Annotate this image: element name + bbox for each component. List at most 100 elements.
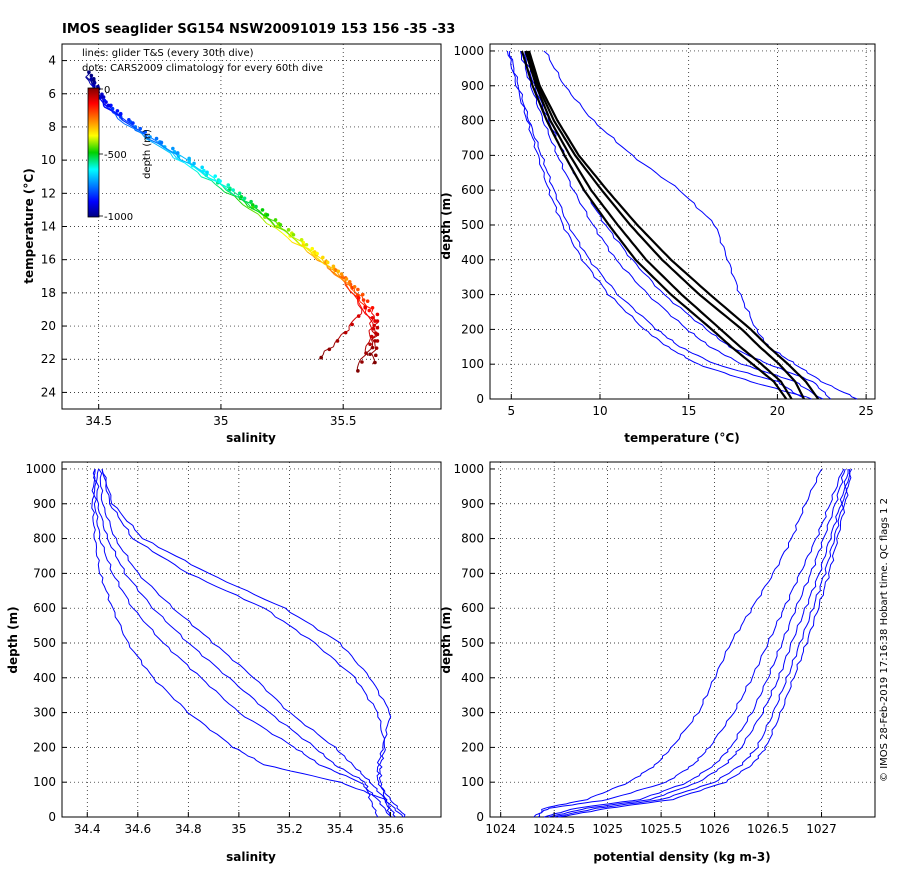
ts-glider-segment	[362, 299, 365, 303]
ts-glider-segment	[180, 159, 194, 166]
y-tick-label: 700	[461, 148, 484, 162]
ts-glider-segment	[370, 339, 374, 343]
ts-glider-segment	[297, 241, 303, 247]
glider-profile-line	[98, 468, 396, 818]
ts-climatology-dot	[373, 353, 378, 358]
ts-glider-segment	[222, 185, 227, 191]
ts-glider-segment	[251, 207, 261, 213]
ts-glider-segment	[154, 143, 164, 149]
ts-glider-segment	[237, 199, 244, 206]
ts-glider-segment	[356, 299, 359, 305]
y-tick-label: 500	[33, 636, 56, 650]
ts-climatology-dot	[171, 146, 175, 151]
ts-glider-segment	[208, 177, 220, 184]
sal-depth-panel: 34.4 34.6 34.8 35 35.2 35.4 35.6 0 100 200 300 400…	[6, 461, 442, 864]
x-tick-label: 10	[592, 404, 607, 418]
y-tick-label: 600	[461, 183, 484, 197]
ts-climatology-dot	[148, 135, 152, 139]
y-tick-label: 8	[48, 120, 56, 134]
temp-depth-series	[506, 50, 858, 400]
x-tick-label: 1025.5	[640, 822, 682, 836]
ts-glider-segment	[148, 138, 160, 145]
ts-glider-segment	[348, 289, 355, 295]
y-tick-label: 200	[33, 740, 56, 754]
ts-glider-segment	[220, 187, 226, 193]
ts-climatology-dot	[370, 305, 375, 310]
ts-glider-segment	[286, 231, 292, 237]
ts-y-label: temperature (°C)	[22, 168, 36, 283]
colorbar-tick-0: 0	[104, 85, 110, 96]
ts-glider-segment	[101, 98, 105, 104]
density-depth-grid	[490, 462, 875, 818]
density-depth-series	[533, 468, 853, 818]
x-tick-label: 1026.5	[747, 822, 789, 836]
ts-glider-segment	[242, 204, 251, 210]
ts-climatology-dot	[291, 232, 296, 237]
ts-climatology-dot	[370, 345, 375, 350]
ts-glider-segment	[194, 167, 202, 173]
ts-glider-segment	[334, 272, 340, 278]
ts-climatology-dot	[159, 140, 164, 145]
glider-profile-line	[524, 50, 832, 400]
ts-climatology-dot	[154, 136, 159, 141]
y-tick-label: 100	[461, 357, 484, 371]
ts-glider-segment	[275, 226, 287, 232]
y-tick-label: 20	[41, 319, 56, 333]
ts-climatology-dot	[356, 369, 360, 373]
y-tick-label: 24	[41, 385, 56, 399]
ts-glider-segment	[322, 350, 325, 356]
x-tick-label: 35	[213, 414, 228, 428]
temp-depth-y-ticks: 0 100 200 300 400 500 600 700 800 900 1000	[453, 44, 495, 406]
y-tick-label: 1000	[453, 462, 484, 476]
ts-glider-segment	[117, 118, 125, 125]
ts-glider-segment	[349, 284, 352, 289]
y-tick-label: 600	[33, 601, 56, 615]
ts-glider-segment	[366, 348, 372, 353]
ts-climatology-dot	[254, 204, 258, 209]
ts-climatology-dot	[231, 188, 235, 192]
ts-y-ticks: 4 6 8 10 12 14 16 18 20 22 24	[41, 54, 67, 399]
ts-climatology-dot	[375, 312, 380, 317]
ts-glider-segment	[371, 335, 378, 340]
y-tick-label: 10	[41, 153, 56, 167]
climatology-profile-line	[520, 50, 788, 400]
ts-climatology-dot	[336, 269, 341, 274]
ts-climatology-dot	[118, 112, 123, 117]
ts-climatology-dot	[373, 339, 377, 343]
temp-depth-frame	[489, 43, 876, 400]
ts-glider-segment	[287, 237, 293, 243]
ts-glider-segment	[368, 330, 371, 335]
ts-glider-segment	[364, 345, 367, 351]
ts-glider-segment	[170, 152, 174, 159]
density-depth-frame	[489, 461, 876, 818]
sal-depth-frame	[61, 461, 442, 818]
ts-climatology-dot	[110, 106, 115, 111]
ts-glider-segment	[102, 101, 105, 107]
ts-glider-segment	[311, 250, 315, 256]
ts-climatology-dot	[143, 130, 147, 134]
x-tick-label: 1026	[699, 822, 730, 836]
glider-profile-line	[543, 50, 858, 400]
ts-glider-segment	[207, 172, 215, 179]
ts-glider-segment	[103, 106, 113, 112]
ts-glider-segment	[344, 284, 350, 290]
climatology-profile-line	[526, 50, 805, 400]
x-tick-label: 34.5	[85, 414, 112, 428]
colorbar-tick-1000: -1000	[104, 212, 133, 223]
ts-climatology-dot	[127, 117, 131, 122]
density-depth-panel: 1024 1024.5 1025 1025.5 1026 1026.5 1027 0 100 2…	[439, 461, 876, 864]
legend-note-lines: lines: glider T&S (every 30th dive)	[82, 48, 254, 59]
y-tick-label: 300	[461, 288, 484, 302]
ts-glider-segment	[85, 73, 90, 78]
glider-profile-line	[101, 468, 406, 818]
ts-glider-segment	[211, 180, 216, 185]
glider-profile-line	[506, 50, 812, 400]
x-tick-label: 35	[231, 822, 246, 836]
ts-glider-segment	[91, 81, 96, 87]
sal-depth-grid	[62, 462, 441, 818]
ts-climatology-dot	[205, 170, 209, 175]
ts-glider-segment	[281, 232, 288, 238]
ts-glider-segment	[204, 173, 210, 179]
